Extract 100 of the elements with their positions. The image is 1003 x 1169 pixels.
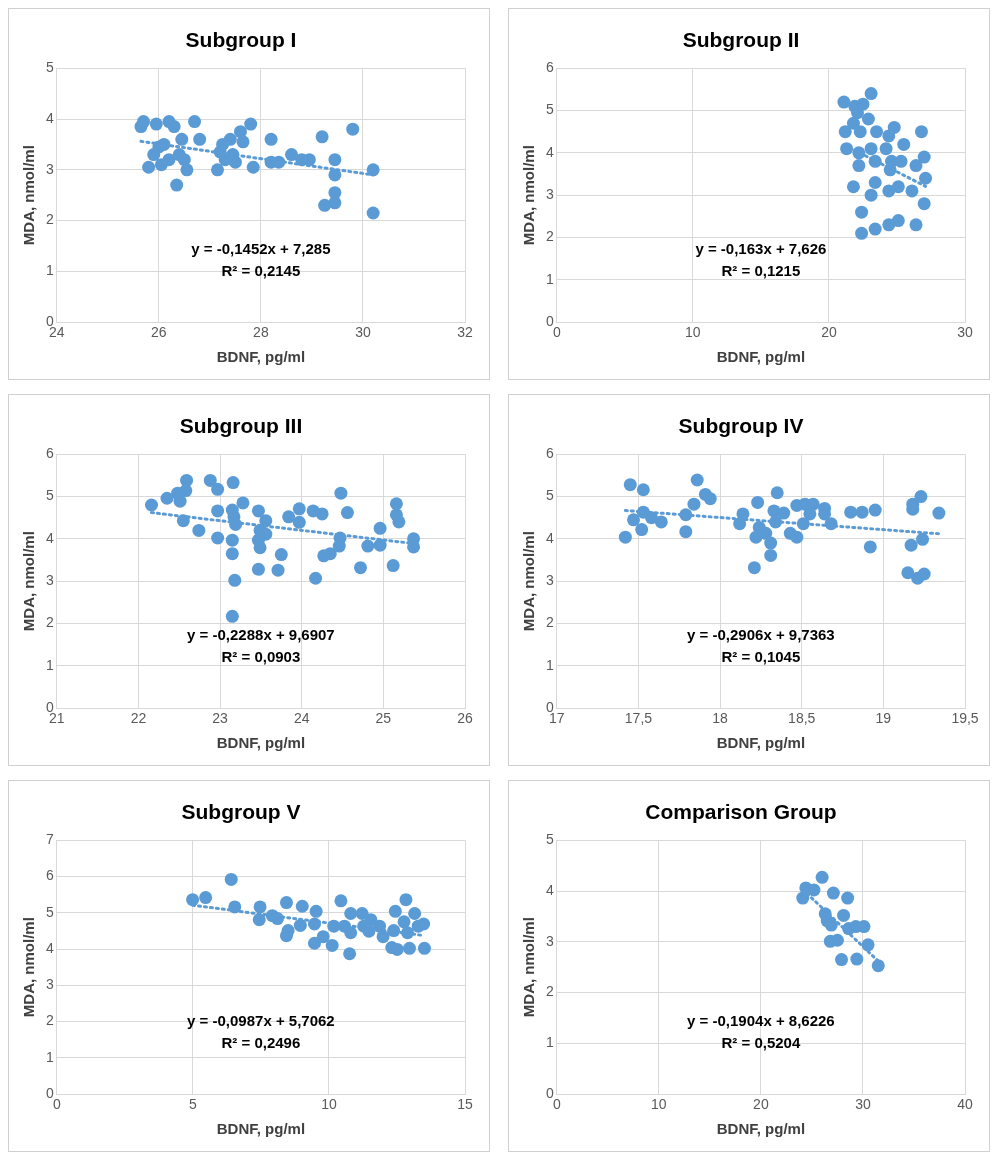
- point: [340, 506, 354, 520]
- point: [226, 476, 240, 490]
- x-axis-title: BDNF, pg/ml: [716, 1120, 806, 1138]
- point: [386, 559, 400, 573]
- point: [373, 919, 387, 933]
- point: [167, 120, 181, 134]
- point: [417, 917, 431, 931]
- point: [901, 566, 915, 580]
- point: [251, 562, 265, 576]
- x-tick-label: 26: [457, 710, 473, 727]
- point: [309, 571, 323, 585]
- point: [882, 129, 896, 143]
- point: [223, 132, 237, 146]
- annotation: y = -0,2906x + 9,7363: [687, 626, 835, 644]
- point: [193, 132, 207, 146]
- point: [328, 196, 342, 210]
- chart-title: Subgroup III: [179, 414, 303, 438]
- annotation: y = -0,2288x + 9,6907: [187, 626, 335, 644]
- point: [401, 926, 415, 940]
- annotation: R² = 0,5204: [721, 1034, 801, 1052]
- point: [868, 176, 882, 189]
- y-axis-title: MDA, nmol/ml: [20, 917, 38, 1018]
- point: [844, 505, 858, 519]
- point: [346, 122, 360, 136]
- point: [315, 130, 329, 144]
- point: [224, 872, 238, 886]
- chart-title: Comparison Group: [645, 800, 837, 824]
- y-axis-title: MDA, nmol/ml: [520, 145, 538, 246]
- point: [852, 159, 866, 173]
- point: [211, 504, 225, 518]
- point: [272, 155, 286, 169]
- x-axis-title: BDNF, pg/ml: [216, 734, 306, 752]
- point: [309, 904, 323, 918]
- point: [344, 907, 358, 920]
- annotation: R² = 0,2145: [221, 262, 301, 280]
- point: [835, 953, 849, 967]
- point: [759, 526, 773, 540]
- point: [271, 563, 285, 577]
- point: [855, 226, 869, 240]
- point: [355, 907, 369, 920]
- point: [857, 920, 871, 934]
- y-tick-label: 5: [45, 487, 54, 504]
- point: [891, 214, 905, 228]
- point: [687, 497, 701, 511]
- annotation: R² = 0,1215: [721, 262, 801, 280]
- point: [188, 115, 202, 129]
- y-tick-label: 3: [545, 186, 554, 203]
- point: [905, 184, 919, 198]
- y-tick-label: 6: [545, 59, 554, 76]
- point: [308, 936, 322, 950]
- point: [373, 538, 387, 552]
- point: [211, 482, 225, 496]
- y-axis-title: MDA, nmol/ml: [520, 917, 538, 1018]
- x-tick-label: 5: [188, 1096, 197, 1113]
- point: [389, 497, 403, 511]
- point: [636, 483, 650, 497]
- x-tick-label: 40: [957, 1096, 973, 1113]
- point: [186, 893, 200, 907]
- point: [228, 155, 242, 169]
- point: [366, 206, 380, 220]
- point: [855, 505, 869, 519]
- x-tick-label: 20: [753, 1096, 769, 1113]
- point: [244, 117, 258, 131]
- point: [909, 218, 923, 232]
- point: [618, 530, 632, 544]
- point: [137, 115, 151, 129]
- point: [861, 938, 875, 952]
- point: [932, 506, 946, 520]
- x-axis-title: BDNF, pg/ml: [216, 348, 306, 366]
- point: [328, 168, 342, 182]
- point: [392, 515, 406, 529]
- point: [175, 132, 189, 146]
- point: [316, 930, 330, 944]
- point: [407, 540, 421, 554]
- point: [770, 486, 784, 500]
- y-tick-label: 3: [545, 572, 554, 589]
- y-tick-label: 5: [545, 831, 554, 848]
- point: [233, 125, 247, 139]
- point: [225, 533, 239, 547]
- y-axis-title: MDA, nmol/ml: [20, 145, 38, 246]
- point: [211, 163, 225, 177]
- point: [917, 150, 931, 164]
- point: [769, 515, 783, 529]
- point: [252, 913, 266, 927]
- x-tick-label: 25: [375, 710, 392, 727]
- x-tick-label: 10: [321, 1096, 337, 1113]
- point: [402, 941, 416, 955]
- point: [644, 511, 658, 525]
- point: [764, 548, 778, 562]
- chart-title: Subgroup II: [682, 28, 800, 52]
- y-tick-label: 2: [545, 228, 554, 245]
- annotation: y = -0,0987x + 5,7062: [187, 1012, 335, 1030]
- point: [387, 924, 401, 938]
- point: [864, 188, 878, 202]
- x-tick-label: 30: [957, 324, 973, 341]
- point: [390, 942, 404, 956]
- point: [253, 900, 267, 914]
- point: [362, 924, 376, 938]
- point: [229, 517, 243, 531]
- x-tick-label: 26: [151, 324, 167, 341]
